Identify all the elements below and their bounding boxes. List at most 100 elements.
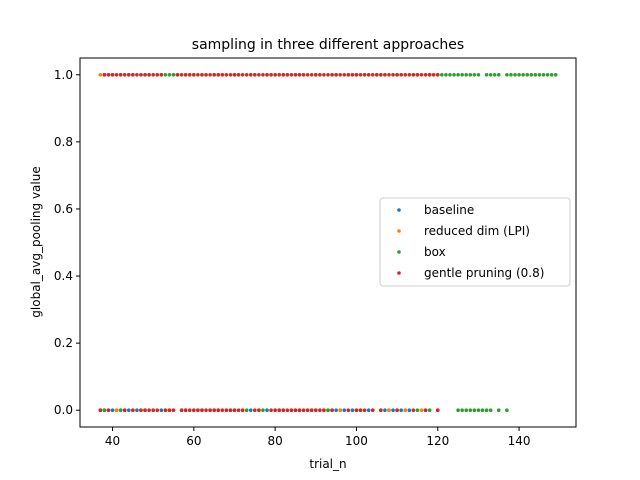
data-point — [102, 408, 107, 413]
data-point — [139, 72, 143, 77]
data-point — [236, 408, 241, 413]
data-point — [131, 72, 135, 77]
data-point — [374, 72, 379, 77]
data-point — [464, 408, 469, 413]
data-point — [98, 72, 103, 77]
data-point — [277, 72, 282, 77]
data-point — [326, 408, 330, 413]
data-point — [444, 72, 448, 77]
data-point — [192, 72, 196, 77]
data-point — [289, 408, 294, 413]
data-point — [403, 408, 408, 413]
data-point — [492, 72, 497, 77]
data-point — [318, 408, 322, 413]
data-point — [529, 72, 534, 77]
data-point — [253, 72, 257, 77]
data-point — [192, 408, 196, 413]
data-point — [232, 408, 237, 413]
data-point — [187, 72, 192, 77]
data-point — [379, 72, 383, 77]
data-point — [448, 72, 452, 77]
legend-label: gentle pruning (0.8) — [424, 266, 544, 280]
x-tick-label: 80 — [268, 434, 283, 448]
y-tick-label: 0.8 — [54, 135, 73, 149]
y-tick-label: 0.4 — [54, 269, 73, 283]
data-point — [513, 72, 517, 77]
data-point — [423, 72, 428, 77]
y-tick-label: 0.0 — [54, 403, 73, 417]
data-point — [314, 408, 318, 413]
data-point — [208, 72, 212, 77]
data-point — [131, 408, 135, 413]
data-point — [309, 72, 314, 77]
data-point — [383, 408, 387, 413]
legend-marker — [397, 250, 401, 254]
data-point — [196, 408, 200, 413]
data-point — [330, 72, 334, 77]
data-point — [143, 408, 147, 413]
data-point — [208, 408, 212, 413]
data-point — [257, 72, 261, 77]
data-point — [183, 72, 188, 77]
data-point — [175, 72, 180, 77]
data-point — [440, 72, 444, 77]
data-point — [496, 408, 501, 413]
data-point — [244, 72, 249, 77]
plot-frame — [79, 57, 577, 428]
data-point — [395, 408, 399, 413]
data-point — [383, 72, 387, 77]
data-point — [265, 408, 269, 413]
data-point — [350, 408, 355, 413]
data-point — [346, 72, 351, 77]
y-tick-label: 0.6 — [54, 202, 73, 216]
data-point — [334, 408, 338, 413]
data-point — [98, 408, 103, 413]
data-point — [171, 72, 176, 77]
data-point — [269, 408, 273, 413]
data-point — [285, 408, 290, 413]
data-point — [391, 408, 395, 413]
data-point — [435, 72, 440, 77]
data-point — [472, 72, 477, 77]
data-point — [366, 408, 371, 413]
data-point — [216, 72, 221, 77]
data-point — [261, 408, 265, 413]
x-axis-label: trial_n — [309, 457, 346, 471]
data-point — [297, 408, 302, 413]
data-point — [322, 408, 326, 413]
data-point — [135, 72, 139, 77]
data-point — [273, 408, 277, 413]
legend-label: baseline — [424, 203, 474, 217]
series-3 — [98, 72, 440, 413]
data-point — [171, 408, 176, 413]
data-point — [196, 72, 200, 77]
data-point — [354, 72, 359, 77]
data-point — [257, 408, 261, 413]
data-point — [163, 408, 168, 413]
data-point — [537, 72, 542, 77]
data-point — [533, 72, 538, 77]
data-point — [322, 72, 326, 77]
data-point — [476, 408, 481, 413]
data-point — [118, 72, 123, 77]
data-point — [277, 408, 282, 413]
data-point — [183, 408, 188, 413]
data-point — [415, 408, 420, 413]
data-point — [224, 72, 229, 77]
data-point — [220, 72, 225, 77]
data-point — [484, 72, 489, 77]
data-point — [403, 72, 408, 77]
data-point — [427, 408, 432, 413]
x-tick-label: 60 — [186, 434, 201, 448]
data-point — [553, 72, 558, 77]
data-point — [472, 408, 477, 413]
data-point — [228, 408, 233, 413]
data-point — [261, 72, 265, 77]
data-point — [147, 408, 151, 413]
data-point — [248, 408, 253, 413]
data-point — [362, 72, 367, 77]
data-point — [187, 408, 192, 413]
data-point — [114, 408, 119, 413]
data-point — [387, 72, 391, 77]
data-point — [265, 72, 269, 77]
